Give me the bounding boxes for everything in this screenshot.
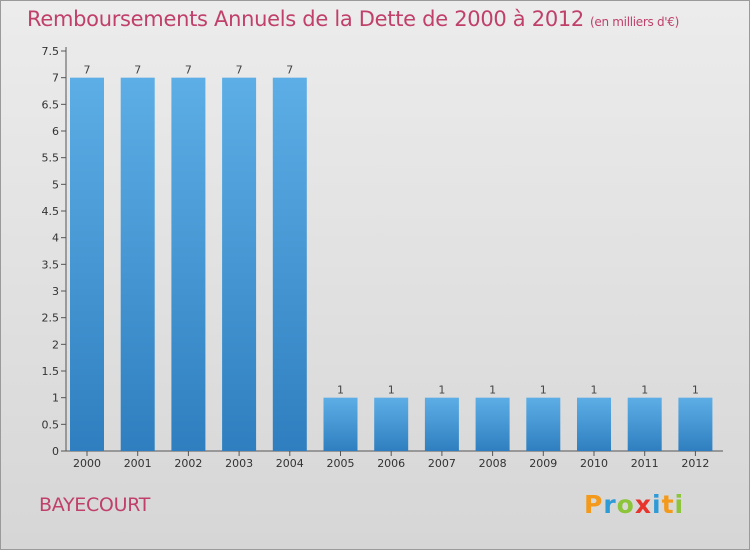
proxiti-logo[interactable]: Proxiti xyxy=(584,490,684,519)
bar-value-label: 7 xyxy=(236,64,243,77)
bar[interactable] xyxy=(627,397,662,451)
bar-value-label: 1 xyxy=(489,384,496,397)
y-tick-label: 4 xyxy=(52,232,59,245)
x-tick-label: 2006 xyxy=(377,457,405,470)
x-tick-label: 2008 xyxy=(479,457,507,470)
x-tick-label: 2010 xyxy=(580,457,608,470)
x-tick-label: 2001 xyxy=(124,457,152,470)
y-tick-label: 7 xyxy=(52,72,59,85)
x-tick-label: 2012 xyxy=(681,457,709,470)
bar[interactable] xyxy=(272,77,307,452)
bar-value-label: 1 xyxy=(540,384,547,397)
x-tick-label: 2004 xyxy=(276,457,304,470)
bar-value-label: 7 xyxy=(286,64,293,77)
y-tick-label: 0.5 xyxy=(42,418,60,431)
y-tick-label: 5.5 xyxy=(42,152,60,165)
y-tick-label: 7.5 xyxy=(42,45,60,58)
bar-value-label: 1 xyxy=(438,384,445,397)
logo-letter: i xyxy=(674,490,685,519)
bar[interactable] xyxy=(323,397,358,451)
y-tick-label: 1.5 xyxy=(42,365,60,378)
bar-value-label: 1 xyxy=(692,384,699,397)
x-tick-label: 2003 xyxy=(225,457,253,470)
bar[interactable] xyxy=(577,397,611,451)
bar[interactable] xyxy=(475,397,510,451)
logo-letter: x xyxy=(634,490,652,519)
bar-value-label: 1 xyxy=(591,384,598,397)
x-tick-label: 2009 xyxy=(529,457,557,470)
y-tick-label: 3.5 xyxy=(42,258,60,271)
logo-letter: P xyxy=(584,490,604,519)
logo-letter: t xyxy=(661,490,675,519)
logo-letter: o xyxy=(616,490,635,519)
x-tick-label: 2011 xyxy=(631,457,659,470)
chart-title: Remboursements Annuels de la Dette de 20… xyxy=(27,7,679,31)
y-tick-label: 1 xyxy=(52,392,59,405)
commune-name: BAYECOURT xyxy=(39,494,151,516)
bar[interactable] xyxy=(526,397,561,451)
chart-title-text: Remboursements Annuels de la Dette de 20… xyxy=(27,7,584,31)
bar[interactable] xyxy=(70,77,104,452)
bar[interactable] xyxy=(171,77,206,452)
y-tick-label: 3 xyxy=(52,285,59,298)
y-tick-label: 6.5 xyxy=(42,98,60,111)
x-tick-label: 2000 xyxy=(73,457,101,470)
y-tick-label: 6 xyxy=(52,125,59,138)
y-tick-label: 5 xyxy=(52,178,59,191)
bar-value-label: 7 xyxy=(134,64,141,77)
x-tick-label: 2005 xyxy=(327,457,355,470)
logo-letter: r xyxy=(603,490,617,519)
bar-value-label: 7 xyxy=(185,64,192,77)
y-tick-label: 2 xyxy=(52,338,59,351)
bar[interactable] xyxy=(678,397,713,451)
bar[interactable] xyxy=(424,397,459,451)
bar-value-label: 1 xyxy=(337,384,344,397)
y-tick-label: 2.5 xyxy=(42,312,60,325)
y-tick-label: 0 xyxy=(52,445,59,458)
x-tick-label: 2002 xyxy=(174,457,202,470)
bar-value-label: 1 xyxy=(388,384,395,397)
logo-letter: i xyxy=(652,490,662,519)
x-tick-label: 2007 xyxy=(428,457,456,470)
bar-value-label: 1 xyxy=(641,384,648,397)
y-tick-label: 4.5 xyxy=(42,205,60,218)
bar[interactable] xyxy=(222,77,257,452)
bar[interactable] xyxy=(374,397,409,451)
bar-value-label: 7 xyxy=(84,64,91,77)
bar[interactable] xyxy=(120,77,155,452)
chart-unit: (en milliers d'€) xyxy=(590,15,680,29)
